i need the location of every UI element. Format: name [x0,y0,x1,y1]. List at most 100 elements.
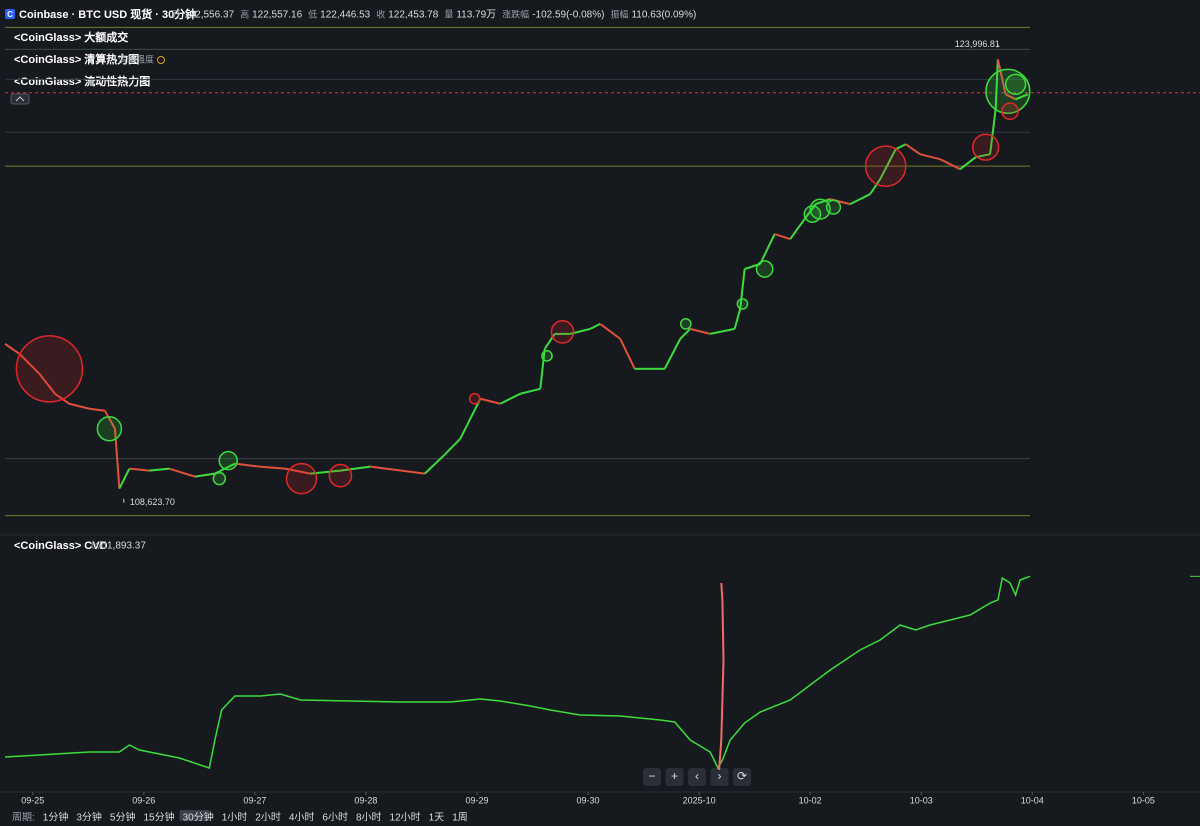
toolbar-item[interactable]: 5分钟 [110,811,136,824]
indicator-title: <CoinGlass> 流动性热力图 [14,74,150,88]
price-segment [989,109,997,155]
price-segment [444,438,462,456]
price-segment [18,353,41,375]
price-segment [733,308,742,330]
control-button[interactable] [733,768,751,786]
stat-label: 收 [376,8,385,19]
liquidation-bubble [971,133,1000,161]
x-tick-label: 2025-10 [683,795,716,805]
liquidation-bubble [864,145,907,188]
liquidation-bubble [15,335,84,403]
price-segment [919,153,941,161]
zoom-controls: − + ‹ › ⟳ [643,768,751,786]
price-segment [849,193,871,206]
toolbar-item[interactable]: 12小时 [390,812,421,824]
price-segment [710,327,735,335]
control-button[interactable] [643,768,661,786]
toolbar-item[interactable]: 6小时 [322,812,348,824]
indicator-title: <CoinGlass> 大额成交 [14,30,128,44]
price-segment [104,410,116,430]
stat-label: 低 [308,8,317,19]
toolbar-item: 周期: [12,812,35,821]
price-segment [459,418,472,440]
price-segment [169,467,196,478]
price-segment [340,465,371,472]
toolbar-item[interactable]: 4小时 [289,812,315,824]
price-segment [1005,93,1017,101]
price-segment [401,469,425,475]
price-segment [869,178,881,195]
indicator-note: 清算强度 [118,53,154,64]
cvd-value: 1,893.37 [107,541,146,552]
liquidation-bubble [825,199,842,215]
liquidation-bubble [468,392,481,405]
price-segment [370,465,402,472]
price-segment [774,233,791,241]
price-segment [959,156,977,170]
collapse-button[interactable] [10,93,30,105]
control-icon: − [648,769,655,783]
control-button[interactable] [688,768,706,786]
toolbar-item[interactable]: 1周 [452,812,468,824]
price-segment [520,387,541,395]
price-segment [994,59,999,110]
x-tick-label: 10-05 [1132,795,1155,805]
cvd-legend: cvd [91,541,107,552]
x-tick-label: 09-30 [577,795,600,805]
ohlc-stats: 开 122,556.37 高 122,557.16 低 122,446.53 收 122,45… [172,8,696,20]
toolbar-item[interactable]: 30分钟 [183,811,214,824]
liquidation-bubble [541,349,553,362]
price-segment [194,472,216,478]
price-segment [939,158,961,171]
price-segment [118,468,131,490]
badge [5,9,15,19]
price-segment [789,218,806,240]
liquidation-bubble [328,463,353,488]
price-segment [895,143,907,151]
price-segment [129,467,150,472]
control-button[interactable] [665,768,684,786]
symbol-title: Coinbase · BTC USD 现货 · 30分钟 [19,7,196,21]
liquidation-bubble [96,415,123,442]
liquidation-bubble [755,260,774,278]
price-segment [679,328,691,340]
price-segment [38,373,56,395]
x-tick-label: 09-27 [243,795,266,805]
control-icon: + [671,769,678,783]
price-segment [480,397,501,405]
stat-value: 110.63(0.09%) [631,10,696,21]
indicator-title: <CoinGlass> 清算热力图 [14,52,139,66]
x-tick-label: 09-28 [354,795,377,805]
cvd-title: <CoinGlass> CVD [14,540,108,552]
toolbar-item[interactable]: 1天 [429,813,445,824]
settings-icon[interactable] [157,56,165,64]
toolbar-item[interactable]: 15分钟 [143,811,174,824]
price-segment [4,343,21,355]
liquidation-bubble [1004,73,1027,95]
price-segment [815,198,831,206]
price-segment [589,323,601,330]
control-icon: › [718,769,722,783]
price-segment [739,268,746,310]
price-segment [89,407,106,412]
toolbar-item[interactable]: 3分钟 [76,811,102,824]
liquidation-bubble [212,471,227,486]
collapse-icon [15,96,25,102]
liquidation-bubble [736,298,749,310]
control-button[interactable] [710,768,729,786]
x-tick-label: 10-04 [1021,795,1044,805]
price-segment [689,327,711,335]
stat-value: 113.79万 [456,10,496,21]
toolbar-item[interactable]: 1分钟 [43,811,69,824]
stat-value: 122,453.78 [388,10,438,21]
toolbar-item[interactable]: 1小时 [222,812,248,824]
stat-label: 量 [444,9,453,19]
stat-label: 涨跌幅 [502,8,529,19]
price-segment [499,392,521,405]
toolbar-item[interactable]: 8小时 [356,812,382,824]
price-segment [539,348,546,389]
price-segment [619,338,636,370]
toolbar-item[interactable]: 2小时 [255,812,281,824]
